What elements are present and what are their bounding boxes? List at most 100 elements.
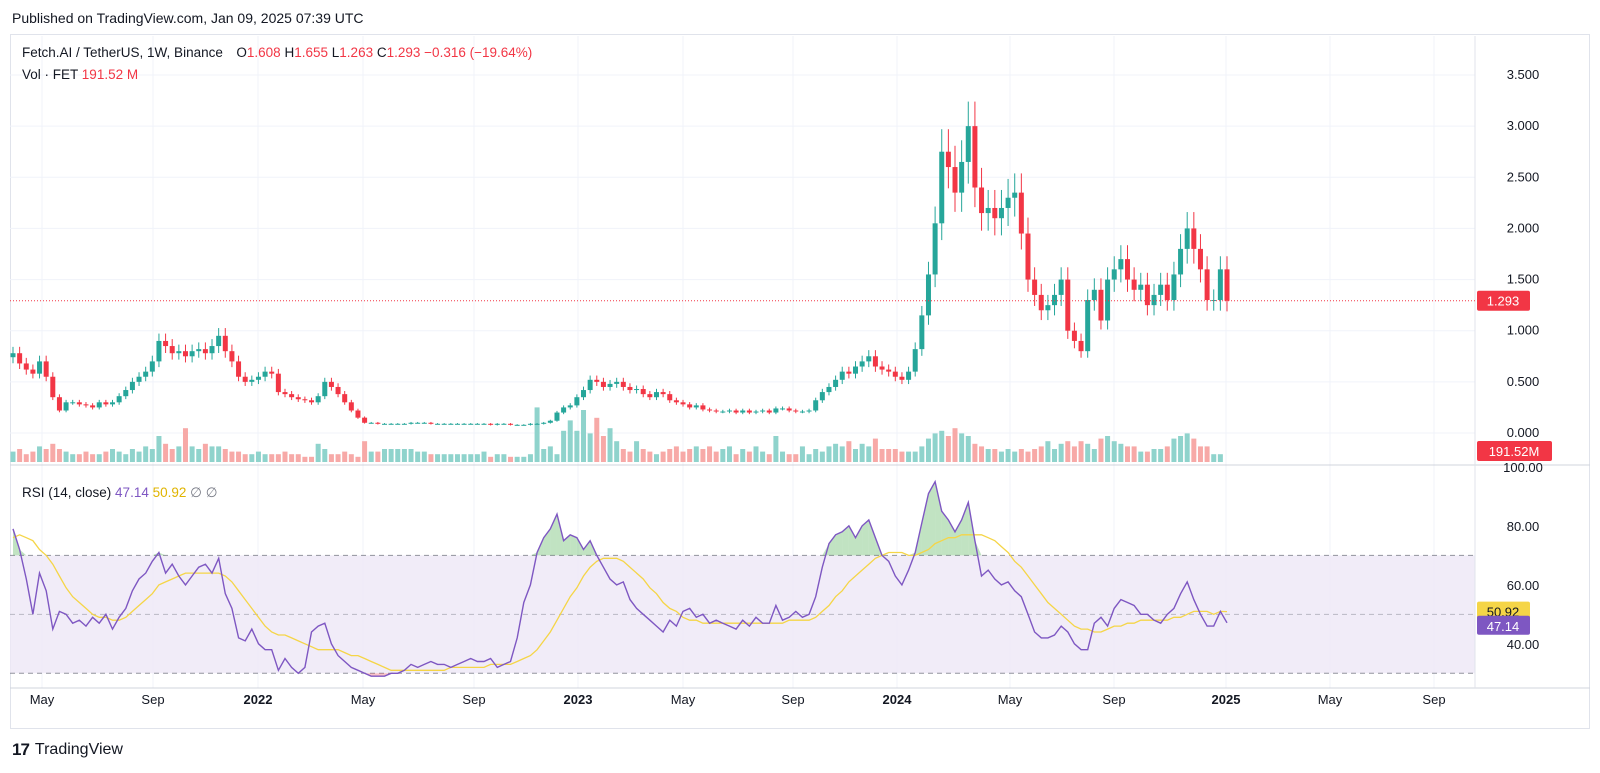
candle-body	[388, 423, 394, 425]
candle-body	[236, 361, 242, 377]
volume-bar	[567, 420, 573, 462]
volume-bar	[275, 454, 281, 462]
rsi-value: 47.14	[115, 485, 149, 500]
candle-body	[395, 423, 401, 425]
volume-bar	[760, 451, 766, 462]
volume-bar	[435, 454, 441, 462]
volume-bar	[653, 454, 659, 462]
volume-bar	[309, 456, 315, 462]
candle-body	[1197, 248, 1203, 270]
candle-body	[992, 207, 998, 219]
volume-bar	[998, 451, 1004, 462]
volume-bar	[269, 454, 275, 462]
rsi-overbought-fill	[822, 543, 829, 556]
candle-body	[647, 394, 653, 398]
rsi-overbought-fill	[530, 552, 538, 556]
candle-body	[547, 420, 553, 423]
candle-body	[454, 423, 460, 425]
volume-bar	[733, 454, 739, 462]
volume-bars	[10, 407, 1223, 462]
volume-bar	[514, 456, 520, 462]
volume-bar	[640, 449, 646, 462]
candle-body	[368, 422, 374, 424]
candle-body	[474, 423, 480, 425]
volume-bar	[381, 449, 387, 462]
candle-body	[116, 396, 122, 403]
volume-bar	[1052, 449, 1058, 462]
volume-bar	[182, 428, 188, 462]
volume-bar	[56, 449, 62, 462]
volume-bar	[1005, 449, 1011, 462]
candle-body	[1191, 228, 1197, 249]
candle-body	[945, 151, 951, 168]
volume-bar	[952, 428, 958, 462]
volume-bar	[415, 451, 421, 462]
candle-body	[328, 381, 334, 387]
candle-body	[640, 389, 646, 395]
candle-body	[408, 422, 414, 424]
volume-bar	[163, 443, 169, 462]
candle-body	[979, 187, 985, 214]
tradingview-logo[interactable]: 17 TradingView	[12, 740, 123, 760]
volume-bar	[786, 454, 792, 462]
time-tick-label: May	[1318, 692, 1343, 707]
volume-bar	[454, 454, 460, 462]
volume-bar	[242, 454, 248, 462]
candle-body	[381, 423, 387, 425]
volume-bar	[156, 436, 162, 462]
candle-body	[760, 410, 766, 412]
rsi-overbought-fill	[941, 511, 949, 556]
candle-body	[567, 405, 573, 408]
volume-bar	[912, 451, 918, 462]
volume-bar	[1032, 449, 1038, 462]
rsi-overbought-fill	[556, 514, 564, 556]
candle-body	[302, 399, 308, 401]
candle-body	[614, 381, 620, 384]
candle-body	[906, 371, 912, 380]
rsi-empty-1: ∅	[190, 485, 202, 500]
rsi-ma-line	[12, 534, 1228, 671]
candle-body	[1078, 340, 1084, 352]
rsi-badge-label: 47.14	[1487, 619, 1520, 634]
candle-body	[1131, 279, 1137, 290]
candle-body	[1171, 274, 1177, 301]
volume-bar	[368, 451, 374, 462]
candle-body	[786, 408, 792, 411]
candle-body	[799, 411, 805, 413]
candle-body	[501, 423, 507, 425]
candle-body	[766, 410, 772, 413]
candle-body	[468, 423, 474, 425]
volume-bar	[236, 451, 242, 462]
volume-bar	[660, 451, 666, 462]
volume-bar	[1085, 443, 1091, 462]
candle-body	[634, 389, 640, 391]
rsi-badge	[1477, 615, 1530, 635]
volume-bar	[740, 449, 746, 462]
volume-bar	[1105, 436, 1111, 462]
candle-body	[275, 373, 281, 393]
price-tick-label: 1.000	[1507, 323, 1540, 338]
candle-body	[1058, 279, 1064, 295]
candle-body	[594, 379, 600, 382]
volume-bar	[282, 451, 288, 462]
candle-body	[401, 423, 407, 425]
candle-body	[1052, 294, 1058, 306]
volume-bar	[594, 417, 600, 462]
candle-body	[925, 274, 931, 316]
volume-bar	[355, 456, 361, 462]
volume-bar	[441, 454, 447, 462]
candle-body	[866, 356, 872, 362]
volume-bar	[468, 454, 474, 462]
volume-bar	[322, 449, 328, 462]
volume-bar	[766, 454, 772, 462]
price-tick-label: 3.000	[1507, 118, 1540, 133]
volume-bar	[395, 449, 401, 462]
candle-body	[56, 397, 62, 411]
volume-bar	[859, 443, 865, 462]
time-tick-label: 2022	[244, 692, 273, 707]
candle-body	[375, 422, 381, 424]
candle-body	[879, 366, 885, 370]
candle-body	[355, 410, 361, 418]
volume-bar	[614, 441, 620, 462]
